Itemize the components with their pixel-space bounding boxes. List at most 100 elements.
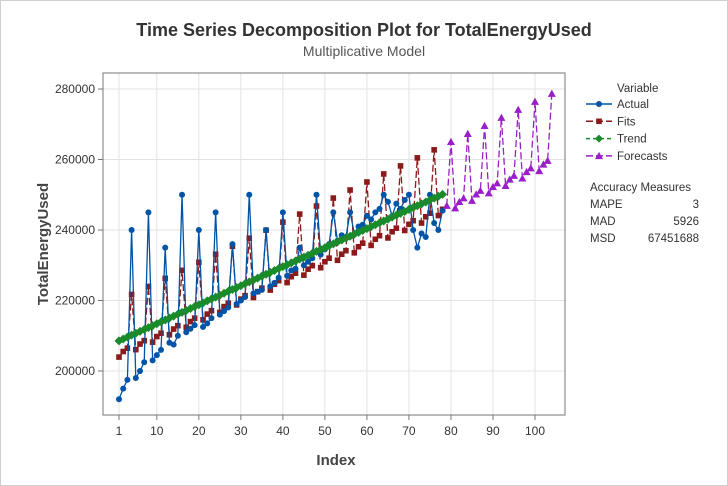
fits-point xyxy=(250,294,257,301)
y-tick-label: 200000 xyxy=(55,364,95,378)
forecasts-point xyxy=(497,113,506,121)
actual-point xyxy=(372,209,379,216)
trend-point xyxy=(122,332,132,342)
actual-point xyxy=(439,207,446,214)
fits-point xyxy=(326,255,332,261)
fits-point xyxy=(343,247,349,254)
fits-point xyxy=(204,311,211,317)
fits-point xyxy=(296,211,303,217)
forecasts-point xyxy=(476,186,485,194)
actual-point xyxy=(258,286,265,293)
x-tick-label: 1 xyxy=(116,424,123,438)
fits-point xyxy=(292,270,299,276)
actual-point xyxy=(195,227,202,233)
forecasts-point xyxy=(472,190,481,198)
actual-point xyxy=(221,308,228,315)
series-layer xyxy=(114,89,556,403)
actual-point xyxy=(191,322,198,329)
actual-point xyxy=(279,209,286,216)
fits-point xyxy=(347,187,353,193)
x-tick-label: 20 xyxy=(192,424,206,438)
x-tick-label: 50 xyxy=(318,424,332,438)
forecasts-point xyxy=(484,189,493,197)
accuracy-value-mad: 5926 xyxy=(673,216,699,228)
forecasts-point xyxy=(514,105,523,113)
forecasts-point xyxy=(505,175,514,183)
fits-point xyxy=(322,258,328,265)
actual-point xyxy=(208,315,215,322)
accuracy-measures: Accuracy Measures MAPE 3 MAD 5926 MSD 67… xyxy=(590,182,699,245)
fits-point xyxy=(128,291,135,298)
fits-point xyxy=(368,242,374,249)
actual-point xyxy=(422,234,429,241)
actual-point xyxy=(296,244,303,251)
forecasts-point xyxy=(547,89,556,97)
x-tick-label: 10 xyxy=(150,424,164,438)
fits-point xyxy=(288,273,295,280)
actual-point xyxy=(368,216,375,223)
actual-point xyxy=(128,227,135,233)
forecasts-point xyxy=(539,160,548,168)
fits-point xyxy=(196,259,202,266)
actual-point xyxy=(263,227,270,233)
legend-label-forecasts: Forecasts xyxy=(617,151,668,163)
fits-point xyxy=(431,147,437,153)
actual-point xyxy=(431,219,438,226)
legend-label-actual: Actual xyxy=(617,99,649,111)
actual-point xyxy=(174,332,181,339)
forecasts-point xyxy=(535,166,544,175)
fits-point xyxy=(422,214,429,220)
actual-point xyxy=(246,191,253,198)
actual-point xyxy=(183,329,190,336)
fits-point xyxy=(158,330,164,336)
actual-point xyxy=(233,301,240,308)
fits-point xyxy=(338,251,345,258)
fits-point xyxy=(334,257,341,264)
forecasts-point xyxy=(522,167,531,176)
actual-point xyxy=(401,197,408,204)
actual-point xyxy=(149,357,156,364)
forecasts-point xyxy=(493,179,502,187)
forecasts-point xyxy=(488,182,497,191)
actual-point xyxy=(292,265,299,272)
actual-point xyxy=(380,191,387,198)
actual-point xyxy=(363,212,370,219)
fits-point xyxy=(435,212,442,219)
fits-point xyxy=(212,251,219,258)
forecasts-point xyxy=(463,129,472,138)
chart-subtitle: Multiplicative Model xyxy=(303,43,425,59)
actual-point xyxy=(145,209,152,216)
fits-point xyxy=(376,232,383,239)
series-forecasts xyxy=(442,89,556,212)
actual-point xyxy=(275,274,282,281)
accuracy-value-msd: 67451688 xyxy=(648,233,699,245)
actual-point xyxy=(305,258,312,265)
x-tick-label: 90 xyxy=(486,424,500,438)
forecasts-point xyxy=(467,196,476,204)
trend-point xyxy=(438,189,448,199)
forecasts-point xyxy=(518,174,527,182)
fits-point xyxy=(179,267,185,274)
actual-point xyxy=(435,227,442,233)
fits-point xyxy=(124,345,131,351)
x-tick-label: 80 xyxy=(444,424,458,438)
fits-point xyxy=(410,217,416,224)
legend-square-icon xyxy=(596,118,602,125)
forecasts-point xyxy=(543,156,552,164)
legend-label-fits: Fits xyxy=(617,116,636,128)
actual-point xyxy=(330,209,337,216)
fits-point xyxy=(154,333,160,340)
fits-point xyxy=(309,262,316,269)
fits-point xyxy=(359,240,366,246)
actual-point xyxy=(204,320,211,327)
y-tick-label: 240000 xyxy=(55,223,95,237)
fits-point xyxy=(372,236,379,243)
actual-point xyxy=(300,262,307,269)
fits-point xyxy=(380,171,387,177)
accuracy-label-msd: MSD xyxy=(590,233,616,245)
fits-point xyxy=(305,266,311,272)
fits-point xyxy=(267,287,274,293)
legend-triangle-icon xyxy=(595,151,603,160)
